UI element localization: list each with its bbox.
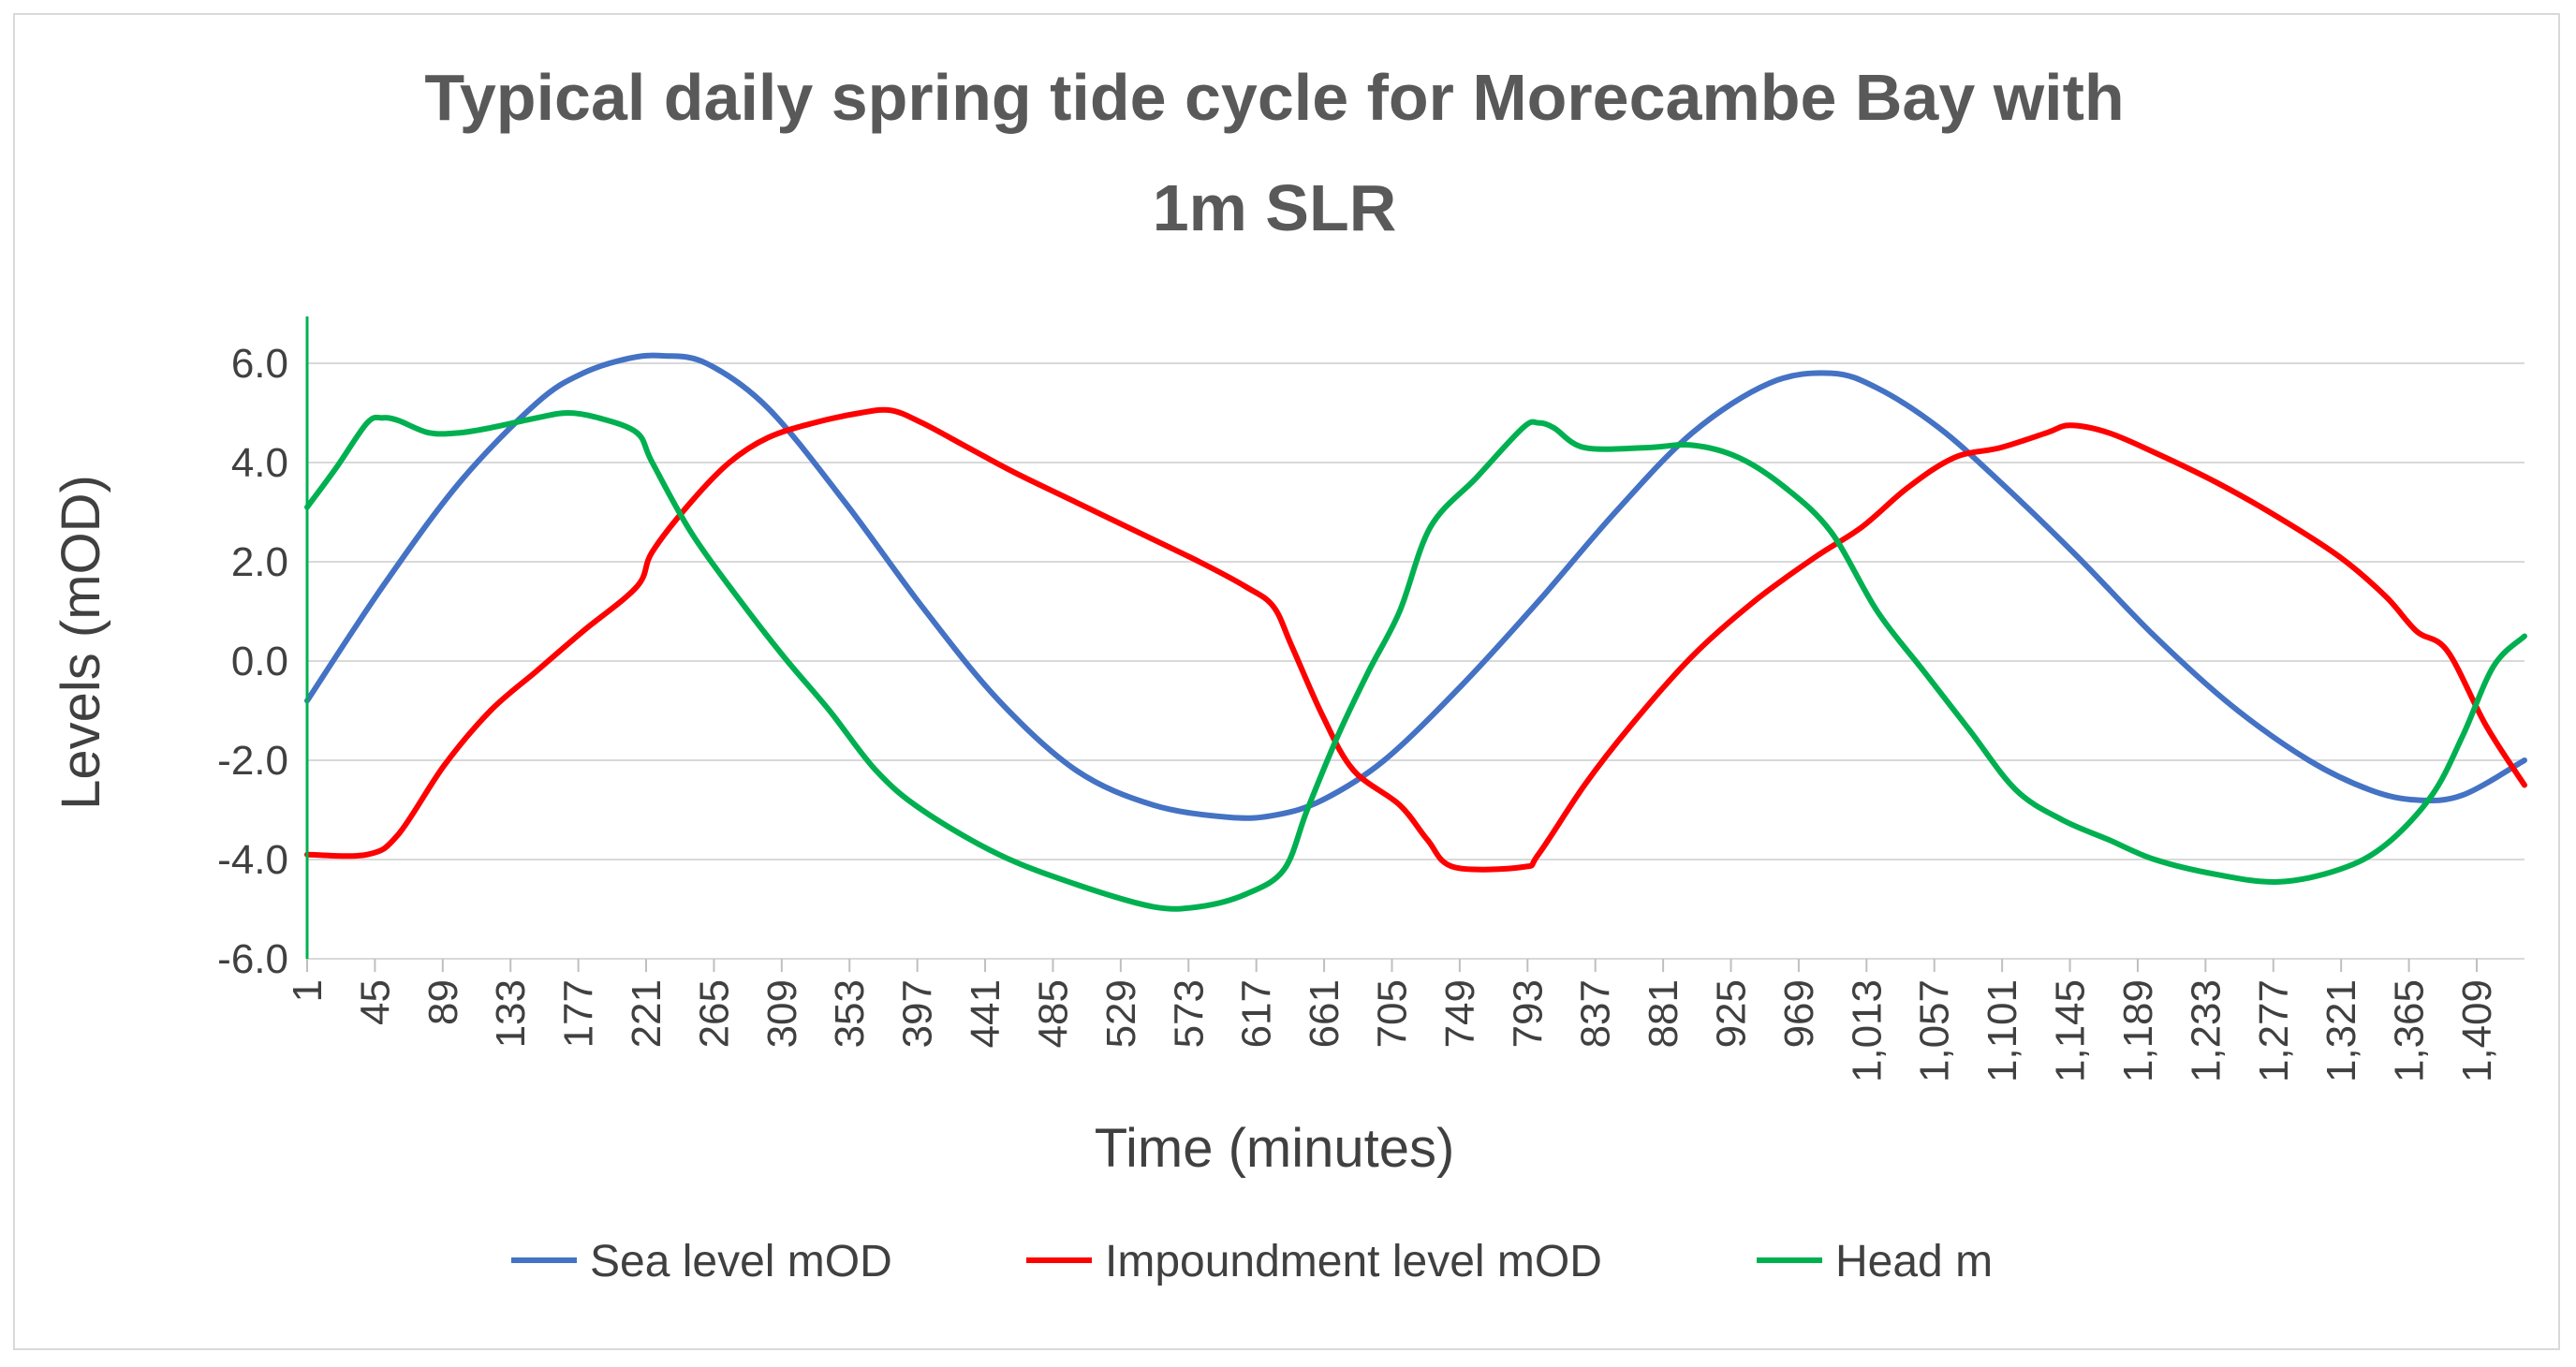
chart-canvas: Typical daily spring tide cycle for More… [51,61,2527,1286]
x-tick-label: 661 [1302,979,1347,1048]
x-tick-label: 133 [488,979,534,1048]
x-tick-label: 1,409 [2454,979,2500,1082]
legend: Sea level mOD Impoundment level mOD Head… [511,1237,1993,1286]
x-axis-title: Time (minutes) [1095,1118,1455,1179]
x-tick-label: 1,321 [2318,979,2364,1082]
x-tick-label: 353 [827,979,873,1048]
y-tick-label: 4.0 [231,440,288,486]
chart-title-line-1: Typical daily spring tide cycle for More… [424,61,2124,134]
x-tick-label: 617 [1234,979,1280,1048]
x-tick-label: 1,189 [2115,979,2161,1082]
y-tick-label: -4.0 [217,837,288,883]
x-tick-label: 441 [963,979,1008,1048]
y-tick-label: 2.0 [231,539,288,585]
x-tick-label: 1,101 [1980,979,2025,1082]
x-tick-label: 177 [556,979,602,1048]
x-tick-label: 309 [759,979,805,1048]
impoundment-level-line [304,406,2527,873]
x-tick-label: 89 [420,979,466,1025]
x-tick-label: 837 [1573,979,1619,1048]
y-tick-label: -2.0 [217,738,288,784]
chart-frame: Typical daily spring tide cycle for More… [13,13,2560,1350]
x-tick-label: 397 [895,979,941,1048]
y-tick-labels: 6.0 4.0 2.0 0.0 -2.0 -4.0 -6.0 [217,341,288,982]
x-tick-label: 705 [1369,979,1415,1048]
legend-label-impoundment-level: Impoundment level mOD [1105,1237,1602,1286]
y-axis-title: Levels (mOD) [51,475,111,810]
sea-level-line [304,352,2527,821]
x-tick-label: 793 [1505,979,1551,1048]
x-tick-label: 749 [1437,979,1483,1048]
x-tick-label: 573 [1166,979,1212,1048]
x-tick-label: 485 [1030,979,1076,1048]
x-tick-label: 45 [352,979,398,1025]
x-tick-label: 969 [1776,979,1822,1048]
chart-title-line-2: 1m SLR [1153,171,1397,244]
x-tick-label: 1,013 [1844,979,1890,1082]
y-tick-label: 0.0 [231,639,288,684]
x-tick-label: 1,145 [2048,979,2094,1082]
x-tick-label: 1 [285,979,331,1002]
head-line [304,410,2527,912]
x-tick-label: 925 [1709,979,1755,1048]
x-tick-label: 1,057 [1912,979,1958,1082]
x-tick-labels: 1 45 89 133 177 221 265 309 353 397 441 485 529 573 61… [285,959,2500,1082]
x-tick-label: 1,365 [2387,979,2433,1082]
x-tick-label: 1,233 [2183,979,2229,1082]
series-lines [304,352,2527,912]
x-tick-label: 265 [691,979,737,1048]
legend-label-head: Head m [1835,1237,1993,1286]
x-tick-label: 881 [1641,979,1686,1048]
x-tick-label: 529 [1098,979,1144,1048]
x-tick-label: 1,277 [2251,979,2297,1082]
legend-label-sea-level: Sea level mOD [590,1237,892,1286]
y-tick-label: 6.0 [231,341,288,387]
x-tick-label: 221 [624,979,670,1048]
y-tick-label: -6.0 [217,936,288,982]
